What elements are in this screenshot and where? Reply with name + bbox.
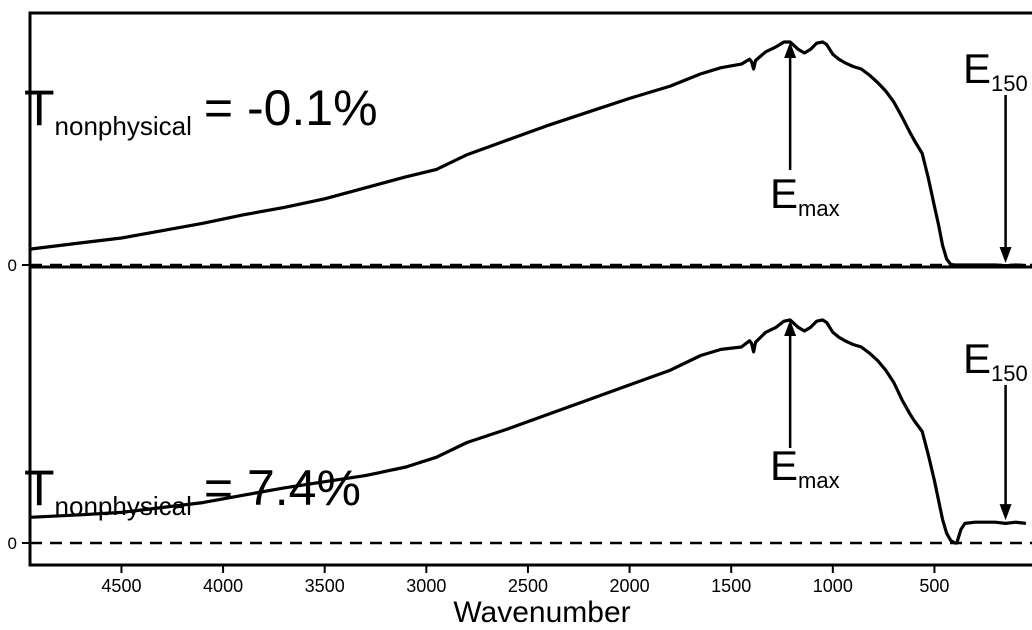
e150-arrow-head bbox=[999, 247, 1012, 263]
top-panel: 0 Tnonphysical = -0.1% Emax E150 bbox=[8, 40, 1032, 275]
t-main: T bbox=[24, 80, 55, 136]
emax-arrow-head bbox=[784, 320, 797, 336]
e150-main: E bbox=[963, 335, 991, 382]
x-tick-label: 2000 bbox=[610, 576, 650, 596]
x-tick-label: 1500 bbox=[711, 576, 751, 596]
x-tick-label: 1000 bbox=[813, 576, 853, 596]
bottom-panel: 0 Tnonphysical = 7.4% Emax E150 bbox=[8, 318, 1032, 553]
x-tick-label: 500 bbox=[919, 576, 949, 596]
t-main: T bbox=[24, 460, 55, 516]
emax-arrow-head bbox=[784, 42, 797, 58]
t-nonphysical-label: Tnonphysical = -0.1% bbox=[24, 80, 378, 141]
emax-main: E bbox=[770, 170, 798, 217]
e150-subscript: 150 bbox=[991, 361, 1028, 386]
x-tick-label: 3500 bbox=[305, 576, 345, 596]
plot-frame bbox=[28, 11, 1032, 567]
e150-subscript: 150 bbox=[991, 71, 1028, 96]
e150-arrow-head bbox=[999, 504, 1012, 521]
x-tick-label: 3000 bbox=[406, 576, 446, 596]
t-value: = 7.4% bbox=[204, 460, 361, 516]
x-tick-label: 2500 bbox=[508, 576, 548, 596]
t-subscript: nonphysical bbox=[55, 491, 192, 521]
emax-main: E bbox=[770, 442, 798, 489]
emax-subscript: max bbox=[798, 468, 840, 493]
x-tick-label: 4500 bbox=[101, 576, 141, 596]
e150-label: E150 bbox=[963, 45, 1028, 96]
x-tick-label: 4000 bbox=[203, 576, 243, 596]
emax-subscript: max bbox=[798, 196, 840, 221]
t-subscript: nonphysical bbox=[55, 111, 192, 141]
emax-label: Emax bbox=[770, 442, 840, 493]
spectrum-line bbox=[29, 318, 1027, 545]
t-nonphysical-label: Tnonphysical = 7.4% bbox=[24, 460, 361, 521]
e150-main: E bbox=[963, 45, 991, 92]
zero-label: 0 bbox=[8, 256, 17, 275]
x-axis-label: Wavenumber bbox=[453, 596, 630, 629]
emax-label: Emax bbox=[770, 170, 840, 221]
spectrum-line bbox=[29, 40, 1026, 268]
e150-label: E150 bbox=[963, 335, 1028, 386]
x-axis-ticks: 4500 4000 3500 3000 2500 2000 1500 1000 500 bbox=[101, 565, 949, 596]
zero-label: 0 bbox=[8, 534, 17, 553]
t-value: = -0.1% bbox=[204, 80, 378, 136]
